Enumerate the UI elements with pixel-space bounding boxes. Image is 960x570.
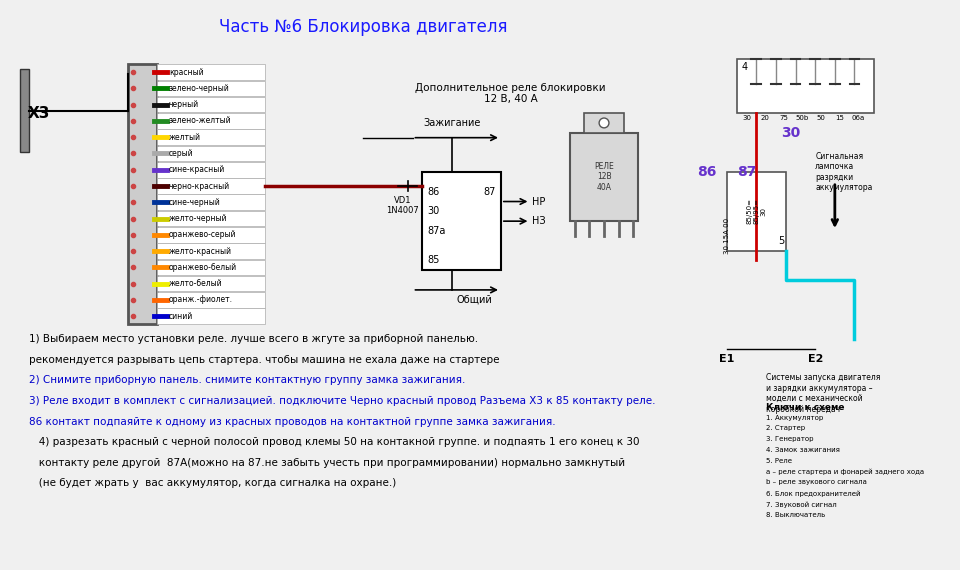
Text: оранжево-белый: оранжево-белый [169, 263, 237, 272]
Text: Системы запуска двигателя
и зарядки аккумулятора –
модели с механической
коробко: Системы запуска двигателя и зарядки акку… [766, 373, 880, 414]
Bar [727, 172, 785, 251]
Bar [157, 259, 265, 275]
Text: НЗ: НЗ [533, 216, 546, 226]
Bar [128, 64, 157, 324]
Text: a – реле стартера и фонарей заднего хода: a – реле стартера и фонарей заднего хода [766, 469, 924, 475]
Bar [157, 227, 265, 243]
Bar [157, 243, 265, 259]
Text: 15: 15 [835, 115, 844, 121]
Text: 8. Выключатель: 8. Выключатель [766, 512, 826, 518]
Text: 50b: 50b [796, 115, 809, 121]
Text: рекомендуется разрывать цепь стартера. чтобы машина не ехала даже на стартере: рекомендуется разрывать цепь стартера. ч… [30, 355, 500, 365]
Bar [157, 146, 265, 161]
Text: 30: 30 [742, 115, 751, 121]
Bar [736, 59, 875, 113]
Text: 3. Генератор: 3. Генератор [766, 436, 813, 442]
Bar [157, 276, 265, 291]
Bar [157, 292, 265, 308]
Bar [157, 308, 265, 324]
Bar [157, 64, 265, 80]
Text: 7. Звуковой сигнал: 7. Звуковой сигнал [766, 501, 837, 507]
Bar [157, 178, 265, 194]
Text: желтый: желтый [169, 133, 201, 142]
Text: 30: 30 [427, 206, 440, 217]
Text: красный: красный [169, 68, 204, 76]
Text: 6. Блок предохранителей: 6. Блок предохранителей [766, 490, 860, 497]
Bar [585, 113, 624, 133]
Bar [157, 211, 265, 226]
Text: 4) разрезать красный с черной полосой провод клемы 50 на контакной группе. и под: 4) разрезать красный с черной полосой пр… [30, 437, 640, 447]
Text: Сигнальная
лампочка
разрядки
аккумулятора: Сигнальная лампочка разрядки аккумулятор… [815, 152, 873, 192]
Text: 2) Снимите приборную панель. снимите контактную группу замка зажигания.: 2) Снимите приборную панель. снимите кон… [30, 376, 466, 385]
Text: зелено-черный: зелено-черный [169, 84, 229, 93]
Text: 1) Выбираем место установки реле. лучше всего в жгуте за приборной панелью.: 1) Выбираем место установки реле. лучше … [30, 334, 479, 344]
Bar [157, 113, 265, 129]
Text: сине-черный: сине-черный [169, 198, 221, 207]
Text: 50: 50 [817, 115, 826, 121]
Text: VD1
1N4007: VD1 1N4007 [386, 196, 420, 215]
Text: 4. Замок зажигания: 4. Замок зажигания [766, 447, 840, 453]
Text: Часть №6 Блокировка двигателя: Часть №6 Блокировка двигателя [219, 18, 508, 36]
Text: синий: синий [169, 312, 193, 321]
Text: оранж.-фиолет.: оранж.-фиолет. [169, 295, 233, 304]
Text: контакту реле другой  87А(можно на 87.не забыть учесть при программировании) нор: контакту реле другой 87А(можно на 87.не … [30, 458, 626, 468]
Text: 85: 85 [427, 255, 440, 266]
Text: черный: черный [169, 100, 199, 109]
Text: (не будет жрать у  вас аккумулятор, когда сигналка на охране.): (не будет жрать у вас аккумулятор, когда… [30, 478, 396, 488]
Text: желто-черный: желто-черный [169, 214, 228, 223]
Text: 5: 5 [778, 236, 784, 246]
Text: желто-красный: желто-красный [169, 247, 232, 255]
Text: Х3: Х3 [28, 105, 50, 121]
Text: 75: 75 [780, 115, 788, 121]
Text: 85/50=
85/95=
30: 85/50= 85/95= 30 [746, 198, 766, 225]
Bar [157, 129, 265, 145]
Text: 3) Реле входит в комплект с сигнализацией. подключите Черно красный провод Разъе: 3) Реле входит в комплект с сигнализацие… [30, 396, 656, 406]
Text: черно-красный: черно-красный [169, 181, 230, 190]
Bar [157, 97, 265, 112]
Text: 86: 86 [698, 165, 717, 179]
Text: 86: 86 [427, 187, 440, 197]
Text: Зажигание: Зажигание [423, 118, 481, 128]
Text: Дополнительное реле блокировки
12 В, 40 А: Дополнительное реле блокировки 12 В, 40 … [416, 83, 606, 104]
Text: 4: 4 [741, 62, 748, 72]
Text: 30: 30 [781, 126, 801, 140]
Text: Ключи к схеме: Ключи к схеме [766, 403, 845, 412]
Text: 5. Реле: 5. Реле [766, 458, 792, 464]
Text: сине-красный: сине-красный [169, 165, 226, 174]
Bar [19, 69, 30, 152]
Text: оранжево-серый: оранжево-серый [169, 230, 236, 239]
Text: Общий: Общий [457, 295, 492, 305]
Text: 87: 87 [484, 187, 496, 197]
Bar [569, 133, 638, 221]
Bar [157, 194, 265, 210]
Circle shape [599, 118, 609, 128]
Text: E1: E1 [719, 354, 734, 364]
Text: E2: E2 [807, 354, 823, 364]
Text: желто-белый: желто-белый [169, 279, 223, 288]
Text: 20: 20 [760, 115, 770, 121]
Text: 86 контакт подпаяйте к одному из красных проводов на контактной группе замка заж: 86 контакт подпаяйте к одному из красных… [30, 417, 556, 426]
Text: 87: 87 [736, 165, 756, 179]
Text: b – реле звукового сигнала: b – реле звукового сигнала [766, 479, 867, 486]
Text: 87а: 87а [427, 226, 445, 236]
Text: 30 15А 00: 30 15А 00 [724, 218, 730, 254]
Text: 1. Аккумулятор: 1. Аккумулятор [766, 414, 824, 421]
Bar [422, 172, 501, 270]
Text: серый: серый [169, 149, 194, 158]
Text: НР: НР [533, 197, 545, 206]
Text: зелено-желтый: зелено-желтый [169, 116, 231, 125]
Text: 06a: 06a [852, 115, 865, 121]
Text: РЕЛЕ
12В
40А: РЕЛЕ 12В 40А [594, 162, 613, 192]
Bar [157, 162, 265, 178]
Bar [157, 80, 265, 96]
Text: 2. Стартер: 2. Стартер [766, 425, 805, 431]
